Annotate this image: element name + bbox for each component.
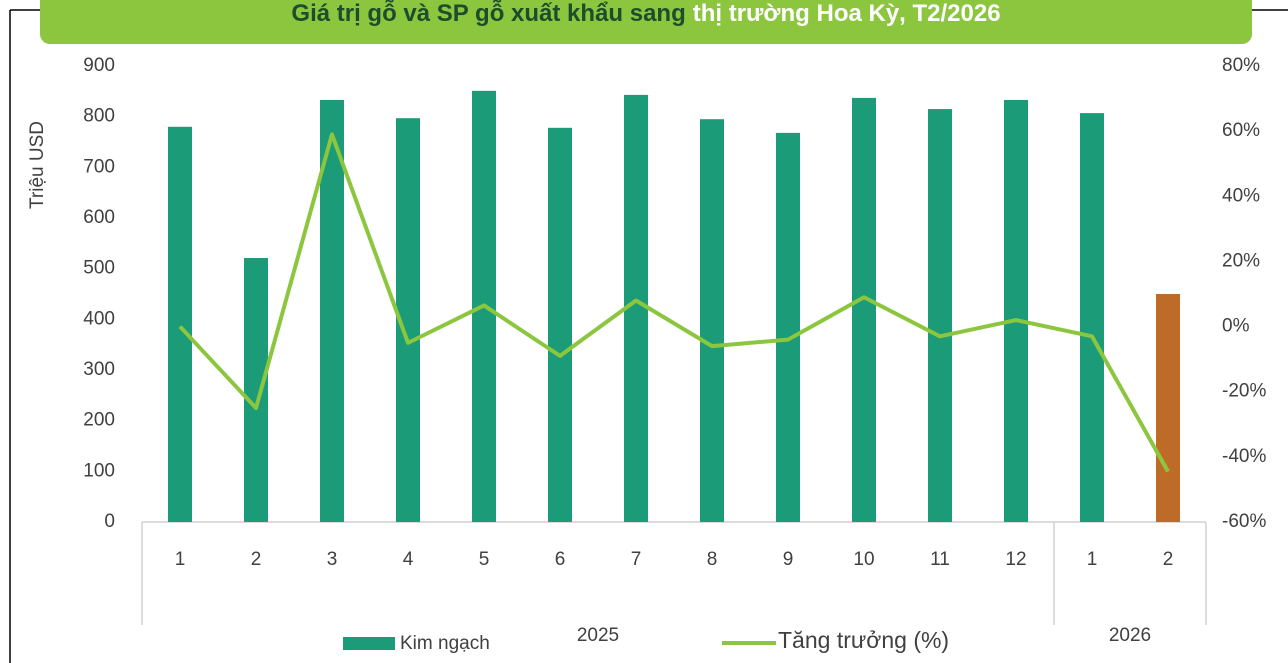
title-part: Giá trị gỗ và SP gỗ xuất khẩu sang	[291, 0, 685, 27]
y-tick-label: 100	[83, 460, 115, 481]
x-tick-label: 2	[1163, 549, 1174, 570]
y2-tick-label: -20%	[1222, 381, 1266, 402]
group-label: 2026	[1109, 625, 1151, 646]
bar	[1080, 113, 1104, 523]
y-tick-label: 700	[83, 156, 115, 177]
y-tick-label: 600	[83, 207, 115, 228]
y2-tick-label: -40%	[1222, 446, 1266, 467]
bar	[928, 109, 952, 523]
x-tick-label: 1	[1087, 549, 1098, 570]
x-tick-label: 11	[930, 549, 950, 570]
bar	[852, 97, 876, 523]
bar	[244, 258, 268, 522]
y2-tick-label: 60%	[1222, 120, 1260, 141]
x-tick-label: 3	[327, 549, 338, 570]
bar	[1004, 99, 1028, 523]
y2-tick-label: 40%	[1222, 185, 1260, 206]
y-tick-label: 300	[83, 359, 115, 380]
group-label: 2025	[577, 625, 619, 646]
x-tick-label: 9	[783, 549, 794, 570]
y-tick-label: 0	[104, 511, 115, 532]
y-tick-label: 400	[83, 308, 115, 329]
x-tick-label: 4	[403, 549, 414, 570]
bar	[1156, 294, 1180, 522]
x-tick-label: 6	[555, 549, 566, 570]
y-axis-label: Triệu USD	[27, 121, 48, 209]
x-tick-label: 7	[631, 549, 642, 570]
y2-tick-label: 20%	[1222, 250, 1260, 271]
x-tick-label: 1	[175, 549, 186, 570]
y2-tick-label: 80%	[1222, 55, 1260, 76]
bar	[168, 126, 192, 523]
x-tick-label: 12	[1005, 549, 1026, 570]
x-tick-label: 2	[251, 549, 262, 570]
legend-label: Kim ngạch	[400, 633, 490, 654]
title-banner	[40, 0, 1252, 44]
legend-label: Tăng trưởng (%)	[778, 627, 949, 653]
bar	[548, 127, 572, 523]
y-tick-label: 200	[83, 410, 115, 431]
bar	[776, 132, 800, 522]
y-tick-label: 800	[83, 106, 115, 127]
y2-tick-label: -60%	[1222, 511, 1266, 532]
y-tick-label: 900	[83, 55, 115, 76]
legend-swatch	[343, 637, 395, 650]
growth-line	[178, 132, 1170, 473]
x-tick-label: 10	[853, 549, 874, 570]
title-part: thị trường Hoa Kỳ, T2/2026	[693, 0, 1001, 27]
x-tick-label: 5	[479, 549, 490, 570]
y2-tick-label: 0%	[1222, 316, 1250, 337]
y-tick-label: 500	[83, 258, 115, 279]
bar	[700, 119, 724, 522]
x-tick-label: 8	[707, 549, 718, 570]
chart-title: Giá trị gỗ và SP gỗ xuất khẩu sang thị tr…	[291, 0, 1000, 27]
